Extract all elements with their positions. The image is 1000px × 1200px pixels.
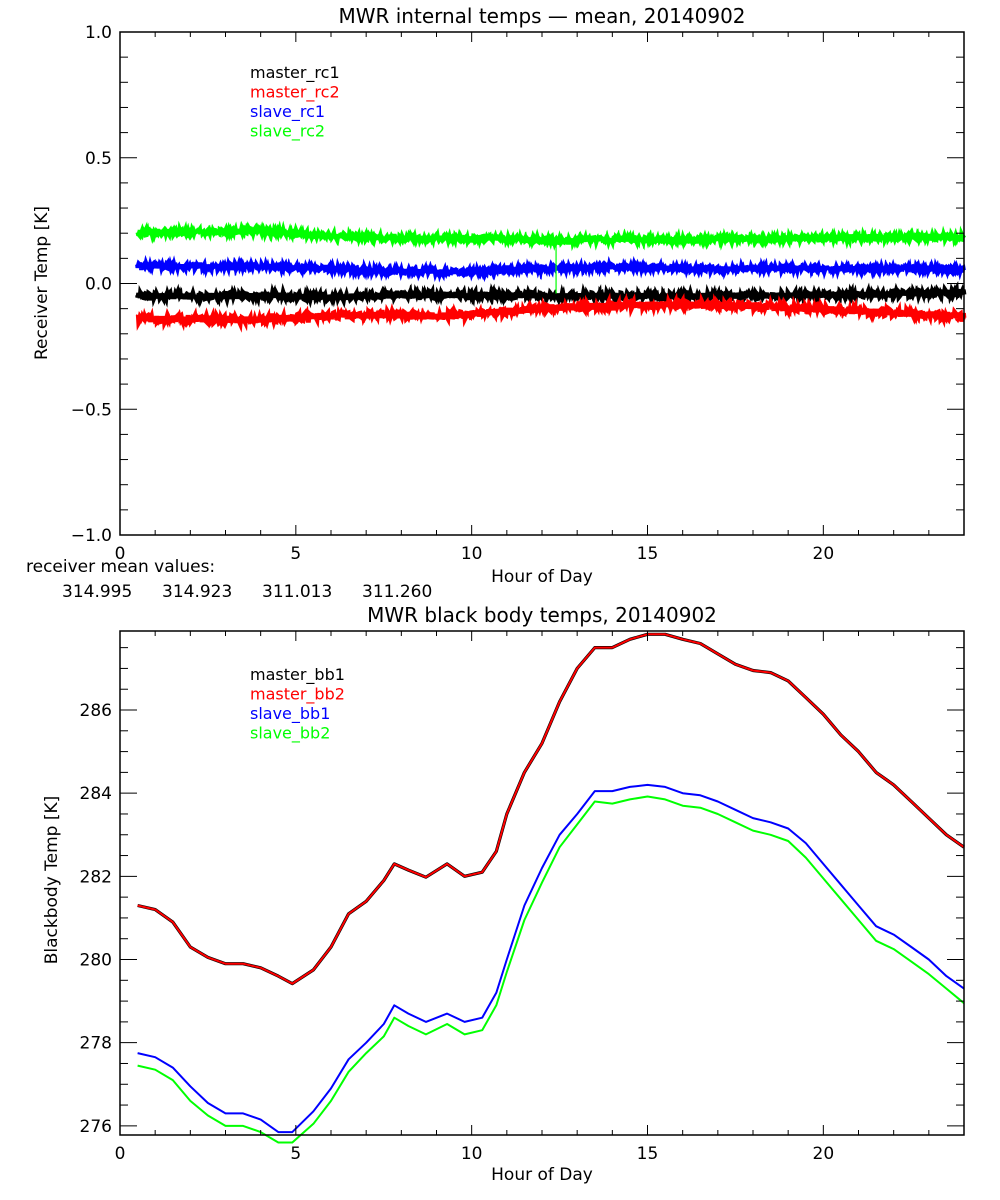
x-tick-label: 15 [637, 1144, 659, 1164]
legend-entry-master_rc1: master_rc1 [250, 63, 340, 83]
y-tick-label: 286 [80, 701, 112, 721]
series-line-master_rc2 [135, 292, 967, 333]
x-tick-label: 10 [461, 1144, 483, 1164]
mean-value-master_rc1: 314.995 [62, 582, 132, 602]
legend-entry-slave_rc1: slave_rc1 [250, 102, 325, 122]
y-tick-label: 278 [80, 1034, 112, 1054]
y-tick-label: 0.5 [85, 149, 112, 169]
series-line-slave_bb2 [137, 795, 965, 1144]
axis-ticks: 0 5 10 15 20 −1.0 −0.5 0.0 0.5 1.0 [71, 23, 965, 564]
y-tick-label: 0.0 [85, 275, 112, 295]
x-axis-label: Hour of Day [491, 567, 593, 587]
legend-entry-slave_bb2: slave_bb2 [250, 724, 330, 744]
x-axis-label: Hour of Day [491, 1165, 593, 1185]
legend-entry-master_bb2: master_bb2 [250, 685, 345, 705]
plot-frame [119, 31, 965, 536]
series-line-slave_bb1 [137, 783, 965, 1134]
blackbody-temps-chart: MWR black body temps, 20140902 0 5 10 15 20 2… [42, 603, 965, 1185]
mean-values-label: receiver mean values: [26, 557, 215, 577]
series-line-master_bb2 [137, 633, 965, 985]
y-tick-label: 284 [80, 784, 112, 804]
chart-title: MWR internal temps — mean, 20140902 [338, 4, 745, 28]
x-tick-label: 20 [813, 1144, 835, 1164]
receiver-temps-chart: MWR internal temps — mean, 20140902 0 5 10… [26, 4, 967, 602]
series-lines [135, 220, 967, 333]
mean-value-slave_rc2: 311.260 [362, 582, 432, 602]
x-tick-label: 5 [290, 1144, 301, 1164]
legend-entry-slave_bb1: slave_bb1 [250, 704, 330, 724]
legend-entry-master_rc2: master_rc2 [250, 83, 340, 103]
y-tick-label: 280 [80, 951, 112, 971]
series-lines [137, 632, 965, 1144]
mean-values: 314.995 314.923 311.013 311.260 [62, 582, 432, 602]
mean-value-master_rc2: 314.923 [162, 582, 232, 602]
x-tick-label: 15 [637, 544, 659, 564]
series-line-master_rc1 [135, 280, 967, 309]
mean-value-slave_rc1: 311.013 [262, 582, 332, 602]
x-tick-label: 10 [461, 544, 483, 564]
x-tick-label: 0 [115, 1144, 126, 1164]
y-tick-label: 276 [80, 1117, 112, 1137]
legend-entry-slave_rc2: slave_rc2 [250, 122, 325, 142]
series-line-slave_rc2 [135, 220, 967, 252]
chart-title: MWR black body temps, 20140902 [367, 603, 717, 627]
y-tick-label: 282 [80, 867, 112, 887]
legend-entry-master_bb1: master_bb1 [250, 665, 345, 685]
y-tick-label: −1.0 [71, 526, 112, 546]
y-axis-label: Receiver Temp [K] [32, 206, 52, 360]
y-axis-label: Blackbody Temp [K] [42, 796, 62, 965]
x-tick-label: 20 [813, 544, 835, 564]
series-line-slave_rc1 [135, 254, 966, 283]
y-tick-label: −0.5 [71, 400, 112, 420]
x-tick-label: 0 [115, 544, 126, 564]
axis-ticks: 0 5 10 15 20 276 278 280 282 284 286 [80, 631, 965, 1164]
y-tick-label: 1.0 [85, 23, 112, 43]
x-tick-label: 5 [290, 544, 301, 564]
